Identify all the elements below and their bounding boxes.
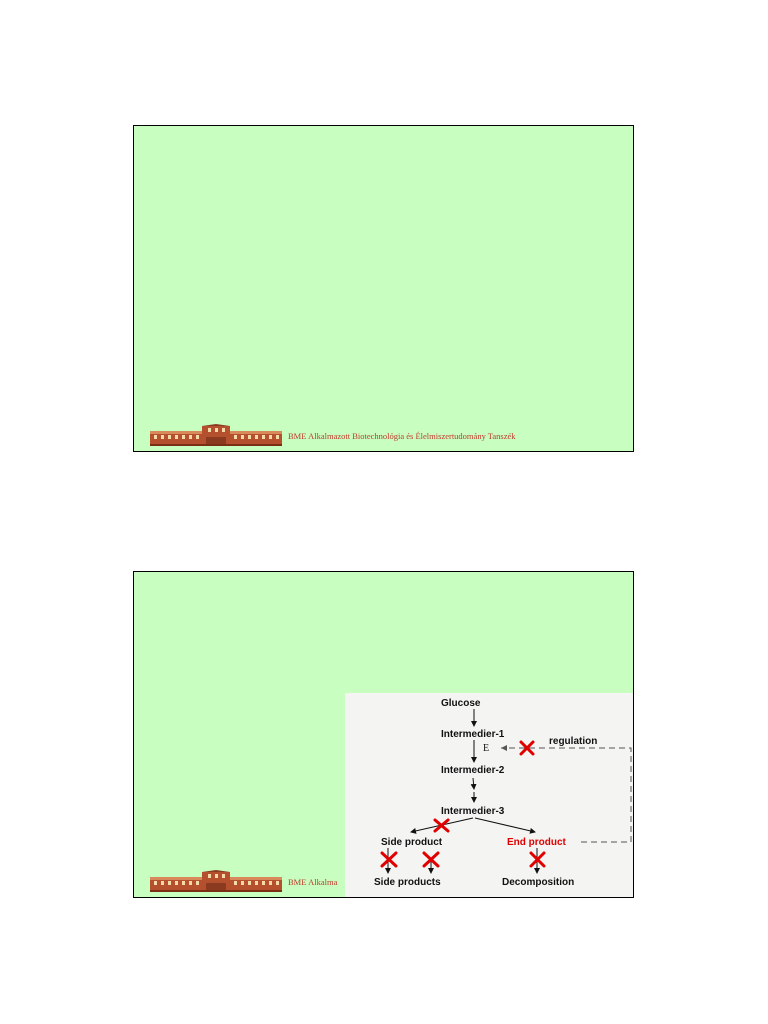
regulation-arrowhead (501, 745, 507, 751)
footer-department-text: BME Alkalma (288, 877, 338, 887)
metabolic-pathway-diagram: Glucose Intermedier-1 E regulation Inter… (345, 693, 633, 897)
node-glucose: Glucose (441, 698, 481, 709)
regulation-feedback-line (501, 747, 632, 843)
node-side-products: Side products (374, 877, 441, 888)
regulation-label: regulation (549, 736, 597, 747)
node-intermedier-2: Intermedier-2 (441, 765, 505, 776)
node-end-product: End product (507, 837, 567, 848)
block-mark-decomposition (529, 851, 546, 868)
block-mark-side-products-b (422, 851, 440, 868)
university-building-logo (150, 870, 282, 892)
block-mark-regulation (519, 740, 535, 756)
slide-2: BME Alkalma (133, 571, 634, 898)
block-mark-side-products-a (380, 851, 398, 868)
footer-department-text: BME Alkalmazott Biotechnológia és Élelmi… (288, 431, 516, 441)
slide-footer: BME Alkalma (150, 870, 620, 892)
university-building-logo (150, 424, 282, 446)
slide-footer: BME Alkalmazott Biotechnológia és Élelmi… (150, 424, 620, 446)
node-side-product: Side product (381, 837, 443, 848)
block-mark-side-branch (433, 818, 450, 833)
node-decomposition: Decomposition (502, 877, 574, 888)
slide-1: BME Alkalmazott Biotechnológia és Élelmi… (133, 125, 634, 452)
arrow-to-end-product (474, 817, 536, 834)
node-intermedier-3: Intermedier-3 (441, 806, 505, 817)
node-intermedier-1: Intermedier-1 (441, 729, 505, 740)
enzyme-label: E (483, 743, 489, 754)
arrow-intermedier2-to-intermedier3-a (470, 777, 477, 790)
